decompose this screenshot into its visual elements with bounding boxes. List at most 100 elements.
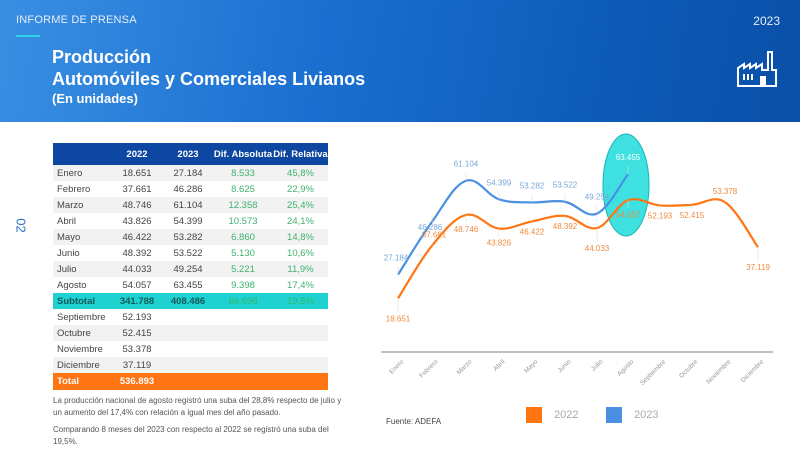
cell-subtotal-rel: 19,5%	[273, 293, 328, 309]
title-line-1: Producción	[52, 47, 152, 67]
cell-month: Febrero	[57, 183, 91, 195]
notes: La producción nacional de agosto registr…	[53, 395, 343, 453]
cell-2022: 53.378	[122, 343, 152, 355]
cell-month: Julio	[53, 261, 111, 277]
data-label-2022: 18.651	[386, 314, 411, 323]
cell-rel: 11,9%	[273, 261, 328, 277]
data-label-2023: 53.522	[553, 181, 578, 190]
table-row: Julio 44.033 49.254 5.221 11,9%	[53, 261, 328, 277]
highlight-ellipse	[602, 133, 650, 237]
cell-abs: 8.625	[231, 183, 255, 195]
cell-rel: 22,9%	[287, 183, 314, 195]
data-label-2023: 49.254	[585, 193, 610, 202]
table-row: Enero 18.651 27.184 8.533 45,8%	[53, 165, 328, 181]
table-row: Diciembre 37.119	[53, 357, 328, 373]
cell-rel: 25,4%	[273, 197, 328, 213]
cell-2023: 53.282	[163, 229, 213, 245]
x-tick-label: Febrero	[418, 358, 439, 379]
header-dif-relativa: Dif. Relativa	[273, 143, 328, 165]
table-row: Junio 48.392 53.522 5.130 10,6%	[53, 245, 328, 261]
factory-icon	[737, 51, 777, 87]
cell-month: Mayo	[53, 229, 111, 245]
table-row: Abril 43.826 54.399 10.573 24,1%	[53, 213, 328, 229]
data-label-2022: 37.661	[422, 231, 447, 240]
line-2023	[397, 173, 629, 276]
cell-abs: 5.221	[213, 261, 273, 277]
x-tick-label: Abril	[492, 358, 507, 373]
x-tick-label: Diciembre	[740, 358, 766, 384]
cell-month: Septiembre	[57, 311, 106, 323]
cell-2022: 52.415	[111, 325, 163, 341]
cell-rel: 17,4%	[287, 279, 314, 291]
cell-2022: 37.661	[122, 183, 152, 195]
cell-2022: 18.651	[111, 165, 163, 181]
legend-label-2023: 2023	[634, 409, 659, 421]
data-label-2023: 63.455	[616, 153, 641, 162]
header-2023: 2023	[163, 143, 213, 165]
cell-2023: 54.399	[173, 215, 203, 227]
cell-2022: 44.033	[111, 261, 163, 277]
cell-rel: 24,1%	[287, 215, 314, 227]
cell-rel: 14,8%	[273, 229, 328, 245]
x-tick-label: Junio	[556, 358, 572, 374]
legend-item-2023: 2023	[606, 407, 658, 423]
cell-month: Noviembre	[57, 343, 103, 355]
legend-swatch-2022	[526, 407, 542, 423]
cell-subtotal-2022: 341.788	[111, 293, 163, 309]
production-table: 2022 2023 Dif. Absoluta Dif. Relativa En…	[53, 143, 328, 390]
data-label-2023: 27.184	[384, 254, 409, 263]
cell-subtotal-abs: 66.698	[213, 293, 273, 309]
source-note: Fuente: ADEFA	[386, 417, 442, 426]
cell-2022: 43.826	[122, 215, 152, 227]
cell-2022: 54.057	[122, 279, 152, 291]
data-label-2023: 54.399	[487, 178, 512, 187]
data-label-2022: 52.193	[648, 211, 673, 220]
table-row: Agosto 54.057 63.455 9.398 17,4%	[53, 277, 328, 293]
legend-item-2022: 2022	[526, 407, 578, 423]
total-row: Total 536.893	[53, 373, 328, 390]
data-label-2022: 52.415	[680, 211, 705, 220]
cell-month: Enero	[53, 165, 111, 181]
x-tick-label: Enero	[388, 358, 405, 375]
cell-2023: 61.104	[163, 197, 213, 213]
cell-2023: 53.522	[173, 247, 203, 259]
data-label-2022: 43.826	[487, 239, 512, 248]
data-label-2023: 61.104	[454, 160, 479, 169]
header-2022: 2022	[111, 143, 163, 165]
subtotal-row: Subtotal 341.788 408.486 66.698 19,5%	[53, 293, 328, 309]
note-paragraph-1: La producción nacional de agosto registr…	[53, 396, 342, 417]
cell-subtotal-label: Subtotal	[53, 293, 111, 309]
header-banner: INFORME DE PRENSA 2023 Producción Automó…	[0, 0, 800, 122]
legend-label-2022: 2022	[554, 409, 579, 421]
title-units: (En unidades)	[52, 91, 138, 106]
data-label-2022: 37.119	[746, 263, 770, 272]
production-line-chart: Enero Febrero Marzo Abril Mayo Junio Julio Agos…	[381, 133, 773, 387]
data-label-2022: 44.033	[585, 244, 610, 253]
x-tick-label: Julio	[590, 358, 605, 373]
cell-2023: 49.254	[163, 261, 213, 277]
cell-month: Marzo	[53, 197, 111, 213]
cell-2022: 48.746	[111, 197, 163, 213]
x-tick-label: Octubre	[678, 358, 700, 380]
data-label-2022: 46.422	[520, 227, 545, 236]
data-label-2023: 53.282	[520, 181, 545, 190]
cell-2023: 27.184	[163, 165, 213, 181]
cell-2022: 37.119	[111, 357, 163, 373]
legend-swatch-2023	[606, 407, 622, 423]
data-label-2023: 46.286	[418, 223, 443, 232]
cell-2023: 63.455	[173, 279, 203, 291]
table-header-row: 2022 2023 Dif. Absoluta Dif. Relativa	[53, 143, 328, 165]
data-label-2022: 54.057	[616, 210, 641, 219]
data-label-2022: 48.392	[553, 222, 578, 231]
data-label-2022: 53.378	[713, 187, 738, 196]
cell-abs: 8.533	[213, 165, 273, 181]
cell-month: Octubre	[53, 325, 111, 341]
table-row: Octubre 52.415	[53, 325, 328, 341]
report-kicker: INFORME DE PRENSA	[16, 14, 137, 26]
header-dif-absoluta: Dif. Absoluta	[213, 143, 273, 165]
cell-total-2022: 536.893	[111, 373, 163, 390]
x-tick-label: Agosto	[616, 358, 636, 378]
table-row: Noviembre 53.378	[53, 341, 328, 357]
header-month	[53, 143, 111, 165]
kicker-underline	[16, 35, 40, 37]
